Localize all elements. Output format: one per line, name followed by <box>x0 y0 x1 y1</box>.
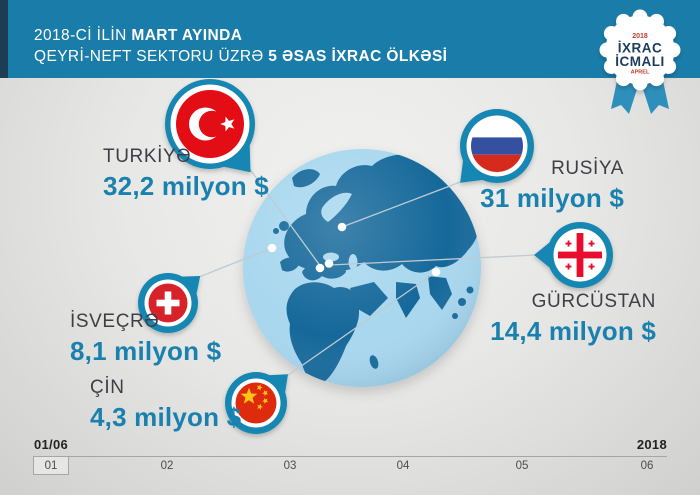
country-name: İSVEÇRƏ <box>70 311 160 332</box>
country-value: 32,2 milyon $ <box>103 171 269 201</box>
pin-china <box>225 372 288 434</box>
country-callout-isvecre: İSVEÇRƏ 8,1 milyon $ <box>70 311 221 367</box>
badge-ribbons <box>611 76 669 114</box>
connector-china <box>286 271 437 377</box>
country-callout-rusiya: RUSİYA 31 milyon $ <box>480 158 624 214</box>
badge-scalloped-circle <box>599 9 681 91</box>
dot-china <box>431 267 441 277</box>
header-left-accent-strip <box>0 0 8 78</box>
country-value: 4,3 milyon $ <box>90 402 242 432</box>
badge-year: 2018 <box>632 33 648 40</box>
title-line2-regular: QEYRİ-NEFT SEKTORU ÜZRƏ <box>34 48 269 65</box>
country-name: ÇİN <box>90 377 125 398</box>
connector-russia <box>341 180 464 228</box>
country-value: 14,4 milyon $ <box>490 316 656 346</box>
country-callout-cin: ÇİN 4,3 milyon $ <box>90 377 241 433</box>
pin-russia <box>460 109 534 183</box>
dot-georgia <box>324 259 334 268</box>
badge-title-line1: İXRAC <box>618 41 663 56</box>
country-callout-turkiye: TURKİYƏ 32,2 milyon $ <box>103 146 269 202</box>
country-callout-gurcustan: GÜRCÜSTAN 14,4 milyon $ <box>490 291 656 347</box>
globe-shading <box>243 149 481 387</box>
connector-turkey <box>248 167 322 268</box>
timeline-tick-active: 01 <box>33 456 69 475</box>
title-line1-bold: MART AYINDA <box>131 27 243 44</box>
page-title-line1: 2018-Cİ İLİN MART AYINDA <box>34 25 447 46</box>
pin-georgia <box>534 222 613 288</box>
russia-flag-icon <box>471 120 523 172</box>
georgia-flag-icon <box>557 232 603 278</box>
country-value: 31 milyon $ <box>480 183 624 213</box>
page-indicator: 01/06 <box>34 437 69 452</box>
location-dots <box>267 222 441 277</box>
badge-seal: 2018 İXRAC İCMALI APREL <box>599 9 681 114</box>
country-value: 8,1 milyon $ <box>70 336 222 366</box>
timeline-tick: 02 <box>160 460 174 472</box>
china-flag-icon <box>235 382 277 424</box>
country-name: RUSİYA <box>551 158 624 179</box>
timeline-year-label: 2018 <box>636 437 667 452</box>
country-name: TURKİYƏ <box>103 146 192 167</box>
switzerland-flag-icon <box>148 283 188 323</box>
pin-switzerland <box>138 273 201 333</box>
country-name: GÜRCÜSTAN <box>531 291 656 312</box>
dot-turkey <box>315 263 325 273</box>
timeline-axis <box>33 456 667 457</box>
badge-title-line2: İCMALI <box>615 54 665 69</box>
turkey-flag-icon <box>176 90 244 158</box>
timeline-tick: 05 <box>515 460 529 472</box>
timeline-tick: 03 <box>283 460 297 472</box>
dot-switzerland <box>267 243 277 253</box>
timeline-tick: 06 <box>640 460 654 472</box>
connector-switzerland <box>198 247 273 278</box>
globe-illustration <box>243 149 481 387</box>
title-line1-regular: 2018-Cİ İLİN <box>34 27 132 44</box>
header-bar <box>0 0 700 78</box>
page-title: 2018-Cİ İLİN MART AYINDA QEYRİ-NEFT SEKT… <box>34 25 447 67</box>
pin-turkey <box>165 79 255 173</box>
connector-georgia <box>329 254 537 266</box>
timeline-tick: 04 <box>396 460 410 472</box>
badge-month: APREL <box>631 70 650 76</box>
page-title-line2: QEYRİ-NEFT SEKTORU ÜZRƏ 5 ƏSAS İXRAC ÖLK… <box>34 46 447 67</box>
dot-russia <box>337 222 347 232</box>
title-line2-bold: 5 ƏSAS İXRAC ÖLKƏSİ <box>268 48 448 65</box>
connector-lines <box>198 167 537 377</box>
